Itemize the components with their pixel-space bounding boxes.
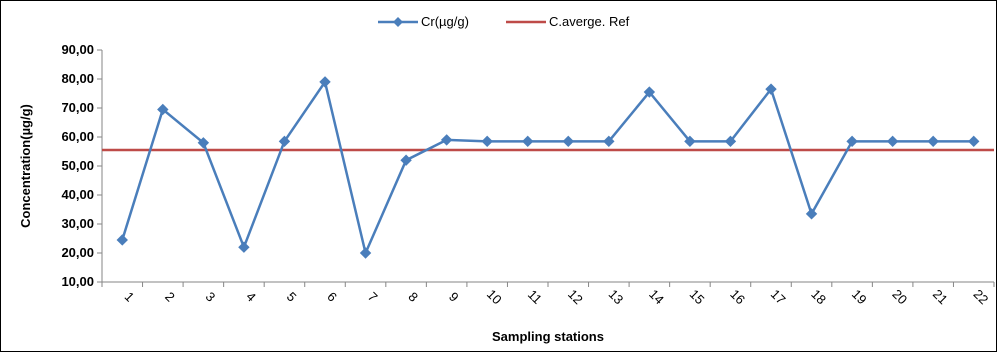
y-tick-label: 70,00 [61,100,94,115]
y-tick-label: 80,00 [61,71,94,86]
legend-marker [393,17,403,27]
legend-item: C.averge. Ref [506,14,630,29]
series-line [122,82,973,253]
x-tick-label: 6 [324,289,340,305]
data-point [563,136,573,146]
data-point [117,235,127,245]
y-tick-label: 20,00 [61,245,94,260]
x-tick-label: 18 [808,286,829,307]
x-tick-label: 16 [727,286,748,307]
x-tick-label: 4 [243,289,259,305]
data-point [847,136,857,146]
y-tick-label: 50,00 [61,158,94,173]
series-layer [102,77,994,258]
data-point [401,155,411,165]
y-axis-title: Concentration(µg/g) [18,104,33,228]
data-point [888,136,898,146]
x-tick-label: 8 [405,289,421,305]
x-tick-label: 12 [565,286,586,307]
y-tick-label: 30,00 [61,216,94,231]
y-tick-label: 90,00 [61,42,94,57]
x-tick-label: 13 [606,286,627,307]
legend-label: C.averge. Ref [549,14,630,29]
x-tick-label: 15 [687,286,708,307]
x-tick-label: 3 [203,289,219,305]
legend-label: Cr(µg/g) [421,14,469,29]
y-axis: 10,00 20,00 30,00 40,00 50,00 60,00 70,00 80,00… [61,42,102,289]
data-point [239,242,249,252]
x-tick-label: 22 [970,286,991,307]
y-tick-label: 60,00 [61,129,94,144]
legend: Cr(µg/g) C.averge. Ref [378,14,630,29]
data-point [969,136,979,146]
data-point [482,136,492,146]
series-cr [117,77,978,258]
x-tick-label: 7 [365,289,381,305]
data-point [442,135,452,145]
y-tick-label: 40,00 [61,187,94,202]
x-tick-label: 1 [122,289,138,305]
x-tick-label: 5 [284,289,300,305]
x-tick-label: 14 [646,286,667,307]
x-tick-label: 9 [446,289,462,305]
x-tick-label: 10 [484,286,505,307]
x-axis: 1 2 3 4 5 6 7 8 9 10 11 12 13 14 15 16 17 18 19 20 21 22 [102,282,994,307]
data-point [807,209,817,219]
x-tick-label: 20 [889,286,910,307]
x-tick-label: 21 [930,286,951,307]
legend-item: Cr(µg/g) [378,14,469,29]
x-axis-title: Sampling stations [492,329,604,344]
data-point [523,136,533,146]
x-tick-label: 19 [849,286,870,307]
data-point [361,248,371,258]
data-point [928,136,938,146]
y-tick-label: 10,00 [61,274,94,289]
x-tick-label: 17 [768,286,789,307]
x-tick-label: 11 [525,287,545,307]
x-tick-label: 2 [162,289,178,305]
